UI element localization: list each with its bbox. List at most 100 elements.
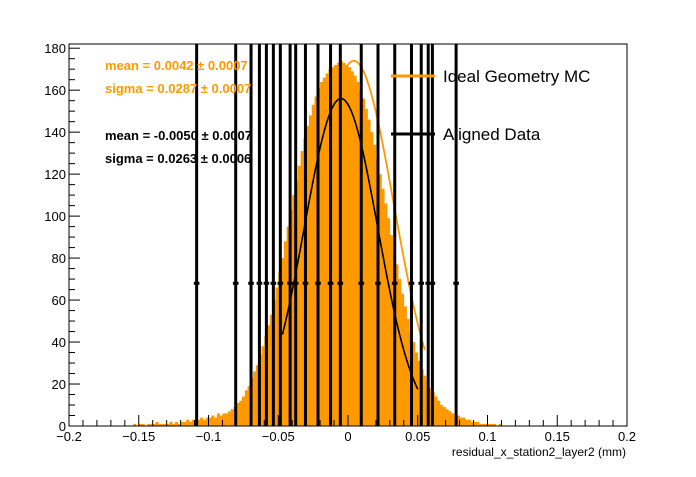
axes: −0.2 −0.15 −0.1 −0.05 0 0.05 0.1 0.15 0.2 0 20 40 60… [44, 41, 636, 444]
mc-bin [177, 423, 181, 426]
mc-bin [163, 423, 167, 426]
mc-bin [222, 413, 226, 426]
x-tick-label: 0.15 [545, 429, 570, 444]
mc-bin [442, 407, 446, 426]
y-tick-label: 180 [44, 41, 66, 56]
mc-bin [253, 371, 257, 426]
mc-bin [314, 96, 318, 426]
mc-bin [239, 400, 243, 426]
x-tick-label: 0 [344, 429, 351, 444]
mc-bin [228, 411, 232, 426]
mc-bin [211, 415, 215, 426]
y-tick-label: 40 [52, 335, 66, 350]
fit-stats-box: mean = 0.0042 ± 0.0007 sigma = 0.0287 ± 0… [105, 58, 252, 166]
mc-bin [172, 423, 176, 426]
fit-curve [284, 59, 426, 351]
mc-bin [175, 421, 179, 426]
mc-bin [306, 125, 310, 426]
mc-bin [459, 417, 463, 426]
mc-bin [180, 421, 184, 426]
mc-bin [434, 396, 438, 426]
mc-bin [320, 81, 324, 426]
mc-bin [470, 421, 474, 426]
mc-bin [158, 423, 162, 426]
mc-bin [484, 423, 488, 426]
mc-bin [186, 419, 190, 426]
y-tick-label: 80 [52, 251, 66, 266]
mc-bin [281, 258, 285, 426]
mc-bin [401, 293, 405, 426]
mc-bin [275, 287, 279, 426]
y-tick-label: 140 [44, 125, 66, 140]
mc-bin [149, 423, 153, 426]
mc-bin [247, 386, 251, 426]
fit-sigma-error: ± 0.0007 [201, 81, 252, 96]
mc-bin [373, 144, 377, 426]
legend-label: Aligned Data [443, 125, 541, 144]
mc-bin [367, 119, 371, 426]
mc-bin [241, 396, 246, 426]
mc-bin [147, 423, 151, 426]
mc-bin [490, 423, 494, 426]
mc-bin [473, 421, 477, 426]
mc-bin [342, 62, 346, 426]
mc-bin [456, 415, 460, 426]
mc-bin [311, 104, 315, 426]
y-tick-label: 120 [44, 167, 66, 182]
mc-bin [479, 423, 483, 426]
mc-bin [141, 423, 145, 426]
mc-bin [467, 419, 472, 426]
mc-bin [331, 67, 335, 426]
mc-bin [219, 415, 223, 426]
mc-bin [384, 203, 388, 426]
x-tick-label: 0.2 [618, 429, 636, 444]
mc-bin [230, 409, 234, 426]
mc-bin [155, 421, 159, 426]
mc-bin [152, 423, 156, 426]
mc-bin [345, 64, 349, 426]
mc-bin [398, 279, 402, 426]
mc-bin [197, 419, 201, 426]
mc-bin [364, 109, 368, 426]
legend-label: Ideal Geometry MC [443, 67, 590, 86]
x-tick-label: −0.05 [262, 429, 295, 444]
x-tick-label: −0.2 [56, 429, 82, 444]
mc-bin [205, 417, 209, 426]
data-points [193, 44, 459, 426]
mc-bin [214, 417, 218, 426]
y-tick-label: 0 [59, 419, 66, 434]
y-tick-label: 160 [44, 83, 66, 98]
mc-bin [440, 405, 444, 426]
mc-bin [183, 421, 187, 426]
mc-bin [465, 419, 469, 426]
mc-bin [381, 188, 385, 426]
mc-bin [445, 409, 449, 426]
mc-bin [169, 421, 173, 426]
mc-bin [428, 388, 432, 426]
y-tick-label: 20 [52, 377, 66, 392]
mc-bin [498, 423, 502, 426]
mc-bin [308, 115, 313, 426]
mc-bin [216, 413, 220, 426]
mc-bin [336, 62, 340, 426]
mc-bin [403, 306, 407, 426]
mc-bin [191, 419, 195, 426]
mc-bin [325, 73, 329, 426]
mc-bin [423, 375, 427, 426]
mc-bin [481, 423, 486, 426]
mc-bin [476, 421, 480, 426]
mc-bin [236, 402, 240, 426]
mc-bin [283, 241, 287, 426]
mc-bin [348, 67, 352, 426]
x-tick-label: 0.1 [478, 429, 496, 444]
mc-bin [166, 423, 170, 426]
legend: Ideal Geometry MC Aligned Data [391, 67, 590, 144]
y-tick-label: 60 [52, 293, 66, 308]
fit-mean-error: ± 0.0007 [197, 58, 248, 73]
mc-bin [208, 417, 212, 426]
x-tick-label: 0.05 [405, 429, 430, 444]
mc-bin [448, 411, 452, 426]
mc-bin [451, 413, 455, 426]
mc-bin [412, 342, 416, 426]
